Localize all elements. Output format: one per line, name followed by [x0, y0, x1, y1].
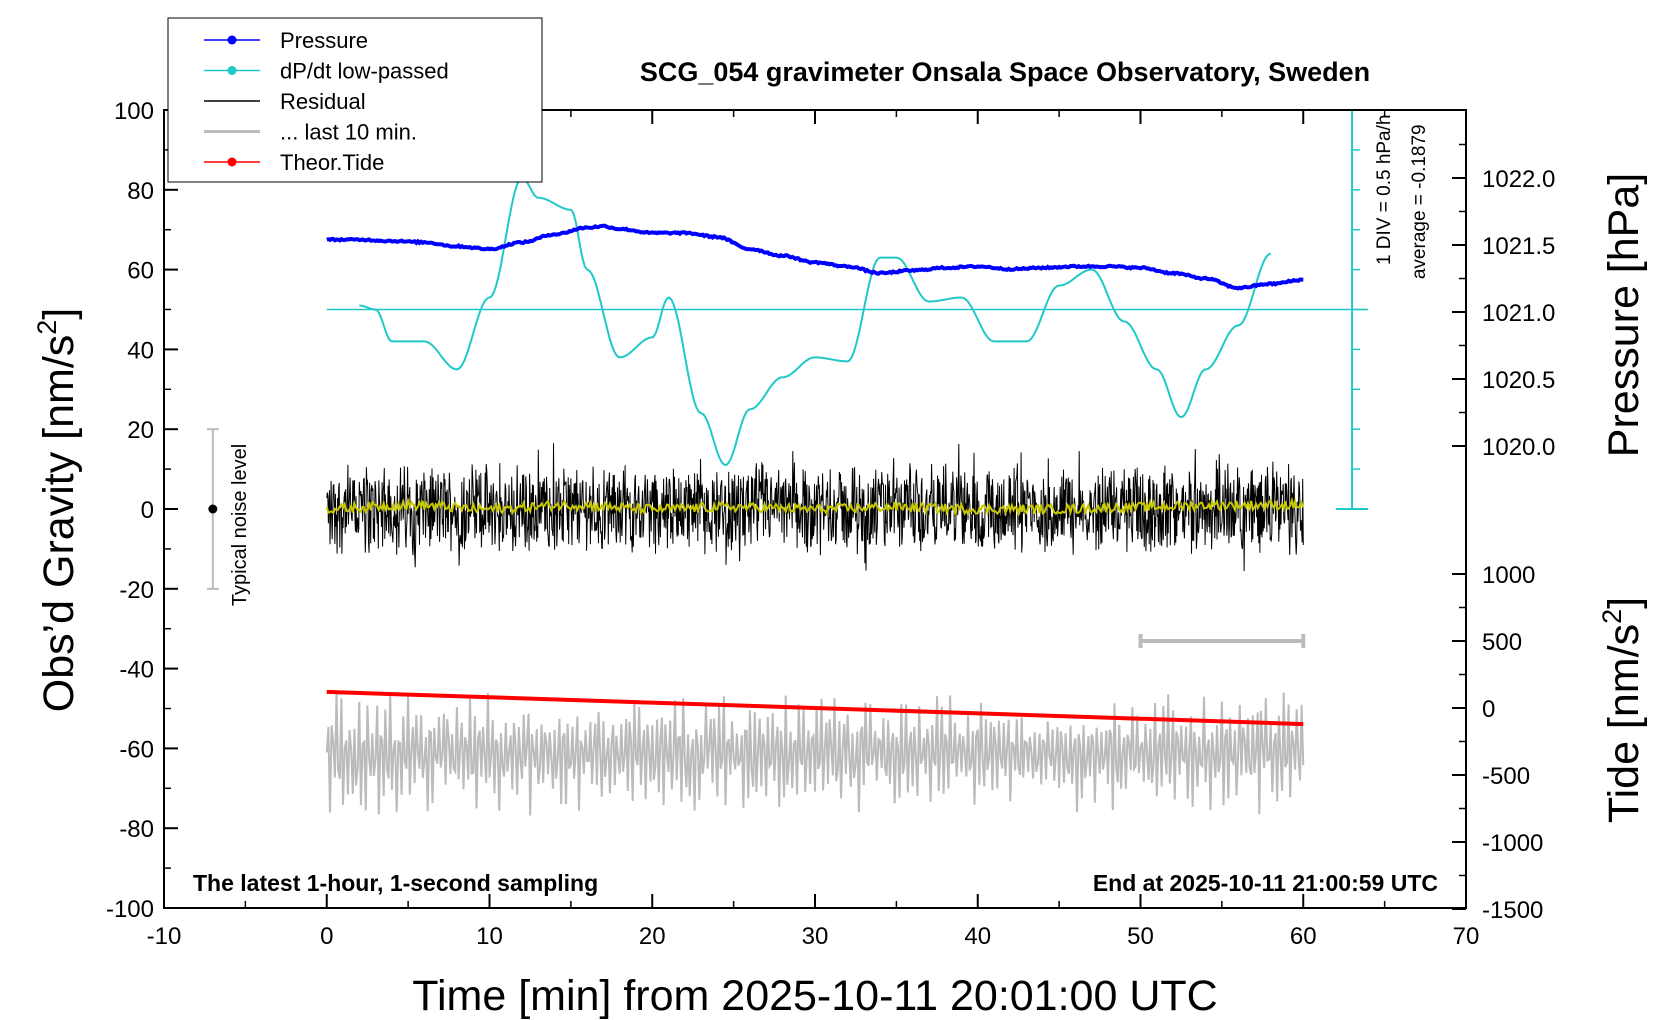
y-tick-label-left: 20: [127, 417, 154, 444]
legend-marker: [227, 157, 237, 167]
residual-lowpass-series: [325, 496, 1305, 518]
pressure-series: [326, 223, 1304, 291]
dpdt-series: [359, 177, 1272, 467]
dpdt-line: [359, 177, 1272, 467]
y-tick-label-pressure: 1020.0: [1482, 434, 1555, 461]
y-axis-title-pressure: Pressure [hPa]: [1600, 173, 1648, 457]
last-10-min-line: [325, 692, 1305, 816]
y-tick-label-left: -20: [119, 577, 154, 604]
noise-level-label: Typical noise level: [229, 444, 251, 606]
legend-label: Theor.Tide: [280, 150, 384, 175]
y-tick-label-tide: -1000: [1482, 830, 1543, 857]
tide-line: [326, 689, 1304, 727]
residual-line: [326, 443, 1304, 572]
chart-title: SCG_054 gravimeter Onsala Space Observat…: [640, 57, 1370, 87]
y-tick-label-left: 0: [141, 497, 154, 524]
x-axis-title: Time [min] from 2025-10-11 20:01:00 UTC: [412, 972, 1217, 1020]
y-tick-label-pressure: 1022.0: [1482, 166, 1555, 193]
y-tick-label-tide: -500: [1482, 763, 1530, 790]
axis-ticks: -10 0 10 20 30 40 50 60 70100806040200-20-40-60-…: [106, 98, 1555, 950]
y-tick-label-left: 60: [127, 258, 154, 285]
noise-level-dot: [208, 504, 218, 514]
y-tick-label-pressure: 1021.5: [1482, 233, 1555, 260]
x-tick-label: -10: [147, 923, 182, 950]
x-tick-label: 20: [639, 923, 666, 950]
dpdt-average-label: average = -0.1879: [1409, 124, 1430, 279]
y-tick-label-left: 100: [114, 98, 154, 125]
legend-label: ... last 10 min.: [280, 120, 417, 145]
y-tick-label-tide: -1500: [1482, 897, 1543, 924]
y-tick-label-tide: 500: [1482, 629, 1522, 656]
y-tick-label-tide: 1000: [1482, 562, 1535, 589]
legend-label: dP/dt low-passed: [280, 59, 449, 84]
y-tick-label-left: 80: [127, 178, 154, 205]
residual-series: [326, 443, 1304, 572]
x-tick-label: 40: [964, 923, 991, 950]
legend-marker: [227, 35, 237, 45]
x-tick-label: 10: [476, 923, 503, 950]
x-tick-label: 50: [1127, 923, 1154, 950]
y-tick-label-left: -100: [106, 896, 154, 923]
y-tick-label-tide: 0: [1482, 696, 1495, 723]
footer-sampling-note: The latest 1-hour, 1-second sampling: [193, 870, 598, 896]
y-tick-label-left: -40: [119, 657, 154, 684]
residual-lowpass-line: [325, 496, 1305, 518]
x-tick-label: 30: [802, 923, 829, 950]
y-tick-label-left: 40: [127, 337, 154, 364]
legend: Pressure dP/dt low-passed Residual ... last…: [167, 17, 543, 183]
y-tick-label-pressure: 1021.0: [1482, 300, 1555, 327]
last-10-min-series: [325, 692, 1305, 816]
x-tick-label: 0: [320, 923, 333, 950]
annotations: Typical noise level 1 DIV = 0.5 hPa/h aver…: [206, 109, 1430, 648]
legend-marker: [227, 66, 237, 75]
legend-label: Pressure: [280, 28, 368, 53]
footer-end-time: End at 2025-10-11 21:00:59 UTC: [1093, 870, 1438, 896]
x-tick-label: 60: [1290, 923, 1317, 950]
y-tick-label-left: -80: [119, 816, 154, 843]
y-tick-label-left: -60: [119, 736, 154, 763]
legend-label: Residual: [280, 89, 366, 114]
dpdt-scale-label: 1 DIV = 0.5 hPa/h: [1374, 115, 1395, 266]
pressure-line: [326, 223, 1304, 291]
x-tick-label: 70: [1453, 923, 1480, 950]
legend-box: [167, 17, 543, 183]
y-axis-title-left: Obs’d Gravity [nm/s2]: [32, 308, 83, 713]
y-tick-label-pressure: 1020.5: [1482, 367, 1555, 394]
tide-series: [326, 689, 1304, 727]
y-axis-title-tide: Tide [nm/s2]: [1597, 597, 1648, 823]
